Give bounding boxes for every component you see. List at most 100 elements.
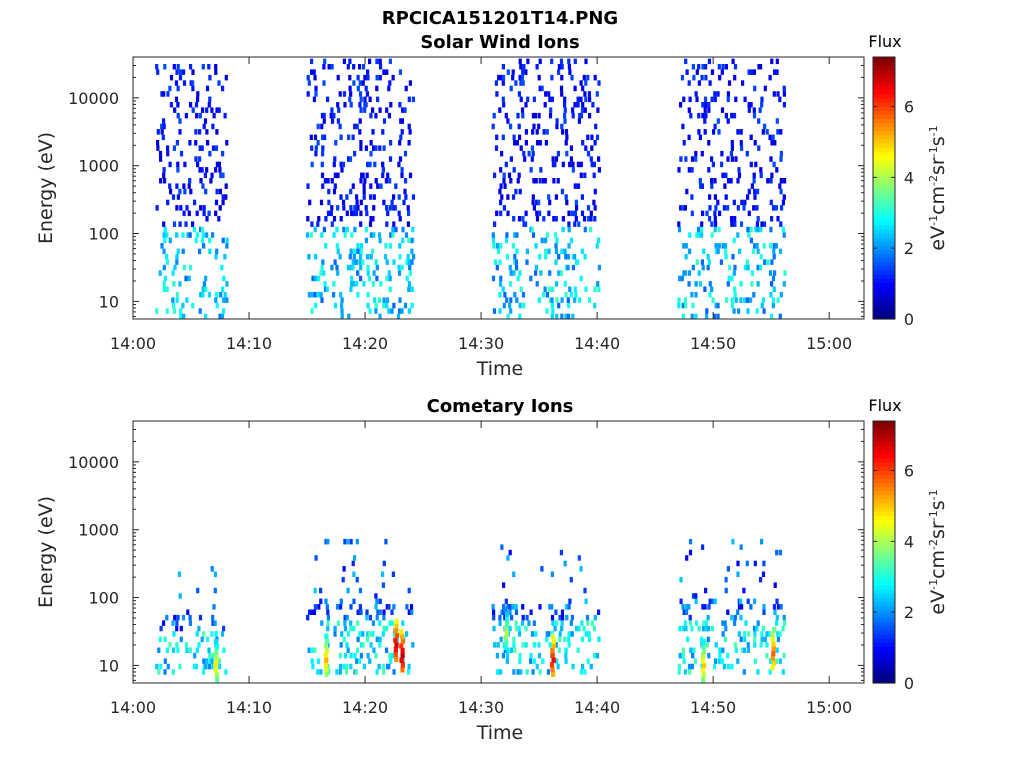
flux-cell [330, 118, 335, 124]
flux-cell [388, 275, 392, 282]
flux-cell [771, 302, 775, 309]
flux-cell [359, 145, 363, 151]
flux-cell [498, 188, 502, 195]
flux-hotspot [700, 657, 705, 664]
flux-cell [385, 604, 389, 610]
flux-cell [774, 658, 779, 664]
colorbar-segment [873, 535, 895, 541]
flux-cell [340, 631, 344, 637]
colorbar-tick-label: 4 [904, 532, 914, 551]
flux-cell [710, 286, 714, 292]
flux-cell [407, 609, 411, 615]
flux-cell [561, 216, 565, 222]
flux-cell [677, 669, 681, 675]
flux-cell [747, 69, 751, 75]
flux-cell [683, 270, 688, 276]
flux-cell [535, 140, 540, 146]
flux-cell [495, 210, 499, 217]
colorbar-segment [873, 572, 895, 578]
flux-hotspot [550, 647, 555, 654]
flux-cell [201, 107, 205, 113]
flux-cell [310, 69, 314, 75]
flux-cell [550, 571, 554, 577]
flux-cell [736, 178, 740, 184]
flux-cell [188, 140, 192, 146]
colorbar-tick-label: 4 [904, 168, 914, 187]
colorbar-segment [873, 556, 895, 561]
flux-cell [306, 183, 310, 189]
flux-cell [514, 188, 518, 195]
flux-cell [716, 91, 720, 97]
colorbar-tick-label: 6 [904, 462, 914, 481]
flux-cell [552, 178, 556, 184]
flux-cell [756, 669, 760, 675]
flux-cell [563, 96, 567, 103]
flux-cell [384, 243, 388, 249]
flux-cell [219, 172, 223, 179]
flux-cell [506, 118, 510, 124]
flux-cell [198, 112, 202, 119]
colorbar-segment [873, 314, 895, 320]
flux-cell [560, 188, 564, 195]
flux-cell [694, 281, 698, 287]
flux-cell [580, 107, 585, 113]
flux-hotspot [215, 676, 220, 683]
flux-cell [554, 216, 558, 222]
flux-cell [392, 631, 396, 637]
flux-cell [680, 74, 685, 81]
flux-cell [772, 604, 776, 610]
flux-cell [359, 140, 363, 146]
flux-cell [359, 221, 363, 227]
flux-cell [701, 264, 705, 271]
flux-cell [750, 270, 754, 276]
flux-cell [540, 85, 544, 92]
flux-cell [361, 631, 365, 637]
flux-cell [535, 64, 539, 70]
flux-cell [694, 593, 698, 599]
flux-cell [326, 625, 330, 632]
flux-cell [512, 216, 516, 222]
flux-cell [573, 102, 577, 108]
flux-cell [769, 178, 773, 184]
flux-cell [557, 64, 561, 70]
flux-cell [157, 647, 161, 653]
flux-cell [592, 172, 596, 179]
flux-cell [207, 647, 211, 653]
flux-cell [527, 150, 531, 157]
flux-cell [336, 248, 340, 255]
flux-cell [690, 313, 694, 320]
flux-cell [737, 172, 742, 179]
flux-cell [350, 232, 354, 238]
flux-cell [400, 172, 404, 179]
flux-cell [723, 183, 727, 189]
flux-cell [768, 658, 773, 664]
flux-cell [530, 226, 534, 233]
flux-cell [360, 243, 364, 249]
flux-cell [593, 614, 597, 621]
y-tick-label: 10000 [68, 89, 119, 108]
flux-cell [736, 129, 740, 135]
flux-cell [508, 549, 512, 556]
flux-cell [501, 80, 505, 86]
flux-cell [695, 69, 699, 75]
colorbar-segment [873, 253, 895, 259]
flux-cell [314, 91, 318, 97]
flux-cell [743, 631, 747, 637]
flux-cell [753, 560, 757, 567]
colorbar-segment [873, 159, 895, 165]
flux-cell [214, 64, 218, 70]
flux-cell [374, 302, 378, 309]
flux-hotspot [551, 657, 556, 663]
flux-cell [708, 292, 712, 298]
flux-cell [701, 64, 705, 70]
flux-cell [327, 669, 331, 675]
flux-cell [178, 129, 182, 135]
flux-cell [595, 91, 599, 97]
flux-cell [713, 598, 717, 605]
flux-cell [223, 254, 227, 260]
flux-cell [733, 64, 738, 70]
flux-cell [194, 129, 198, 135]
colorbar-segment [873, 171, 895, 177]
flux-cell [506, 555, 510, 561]
